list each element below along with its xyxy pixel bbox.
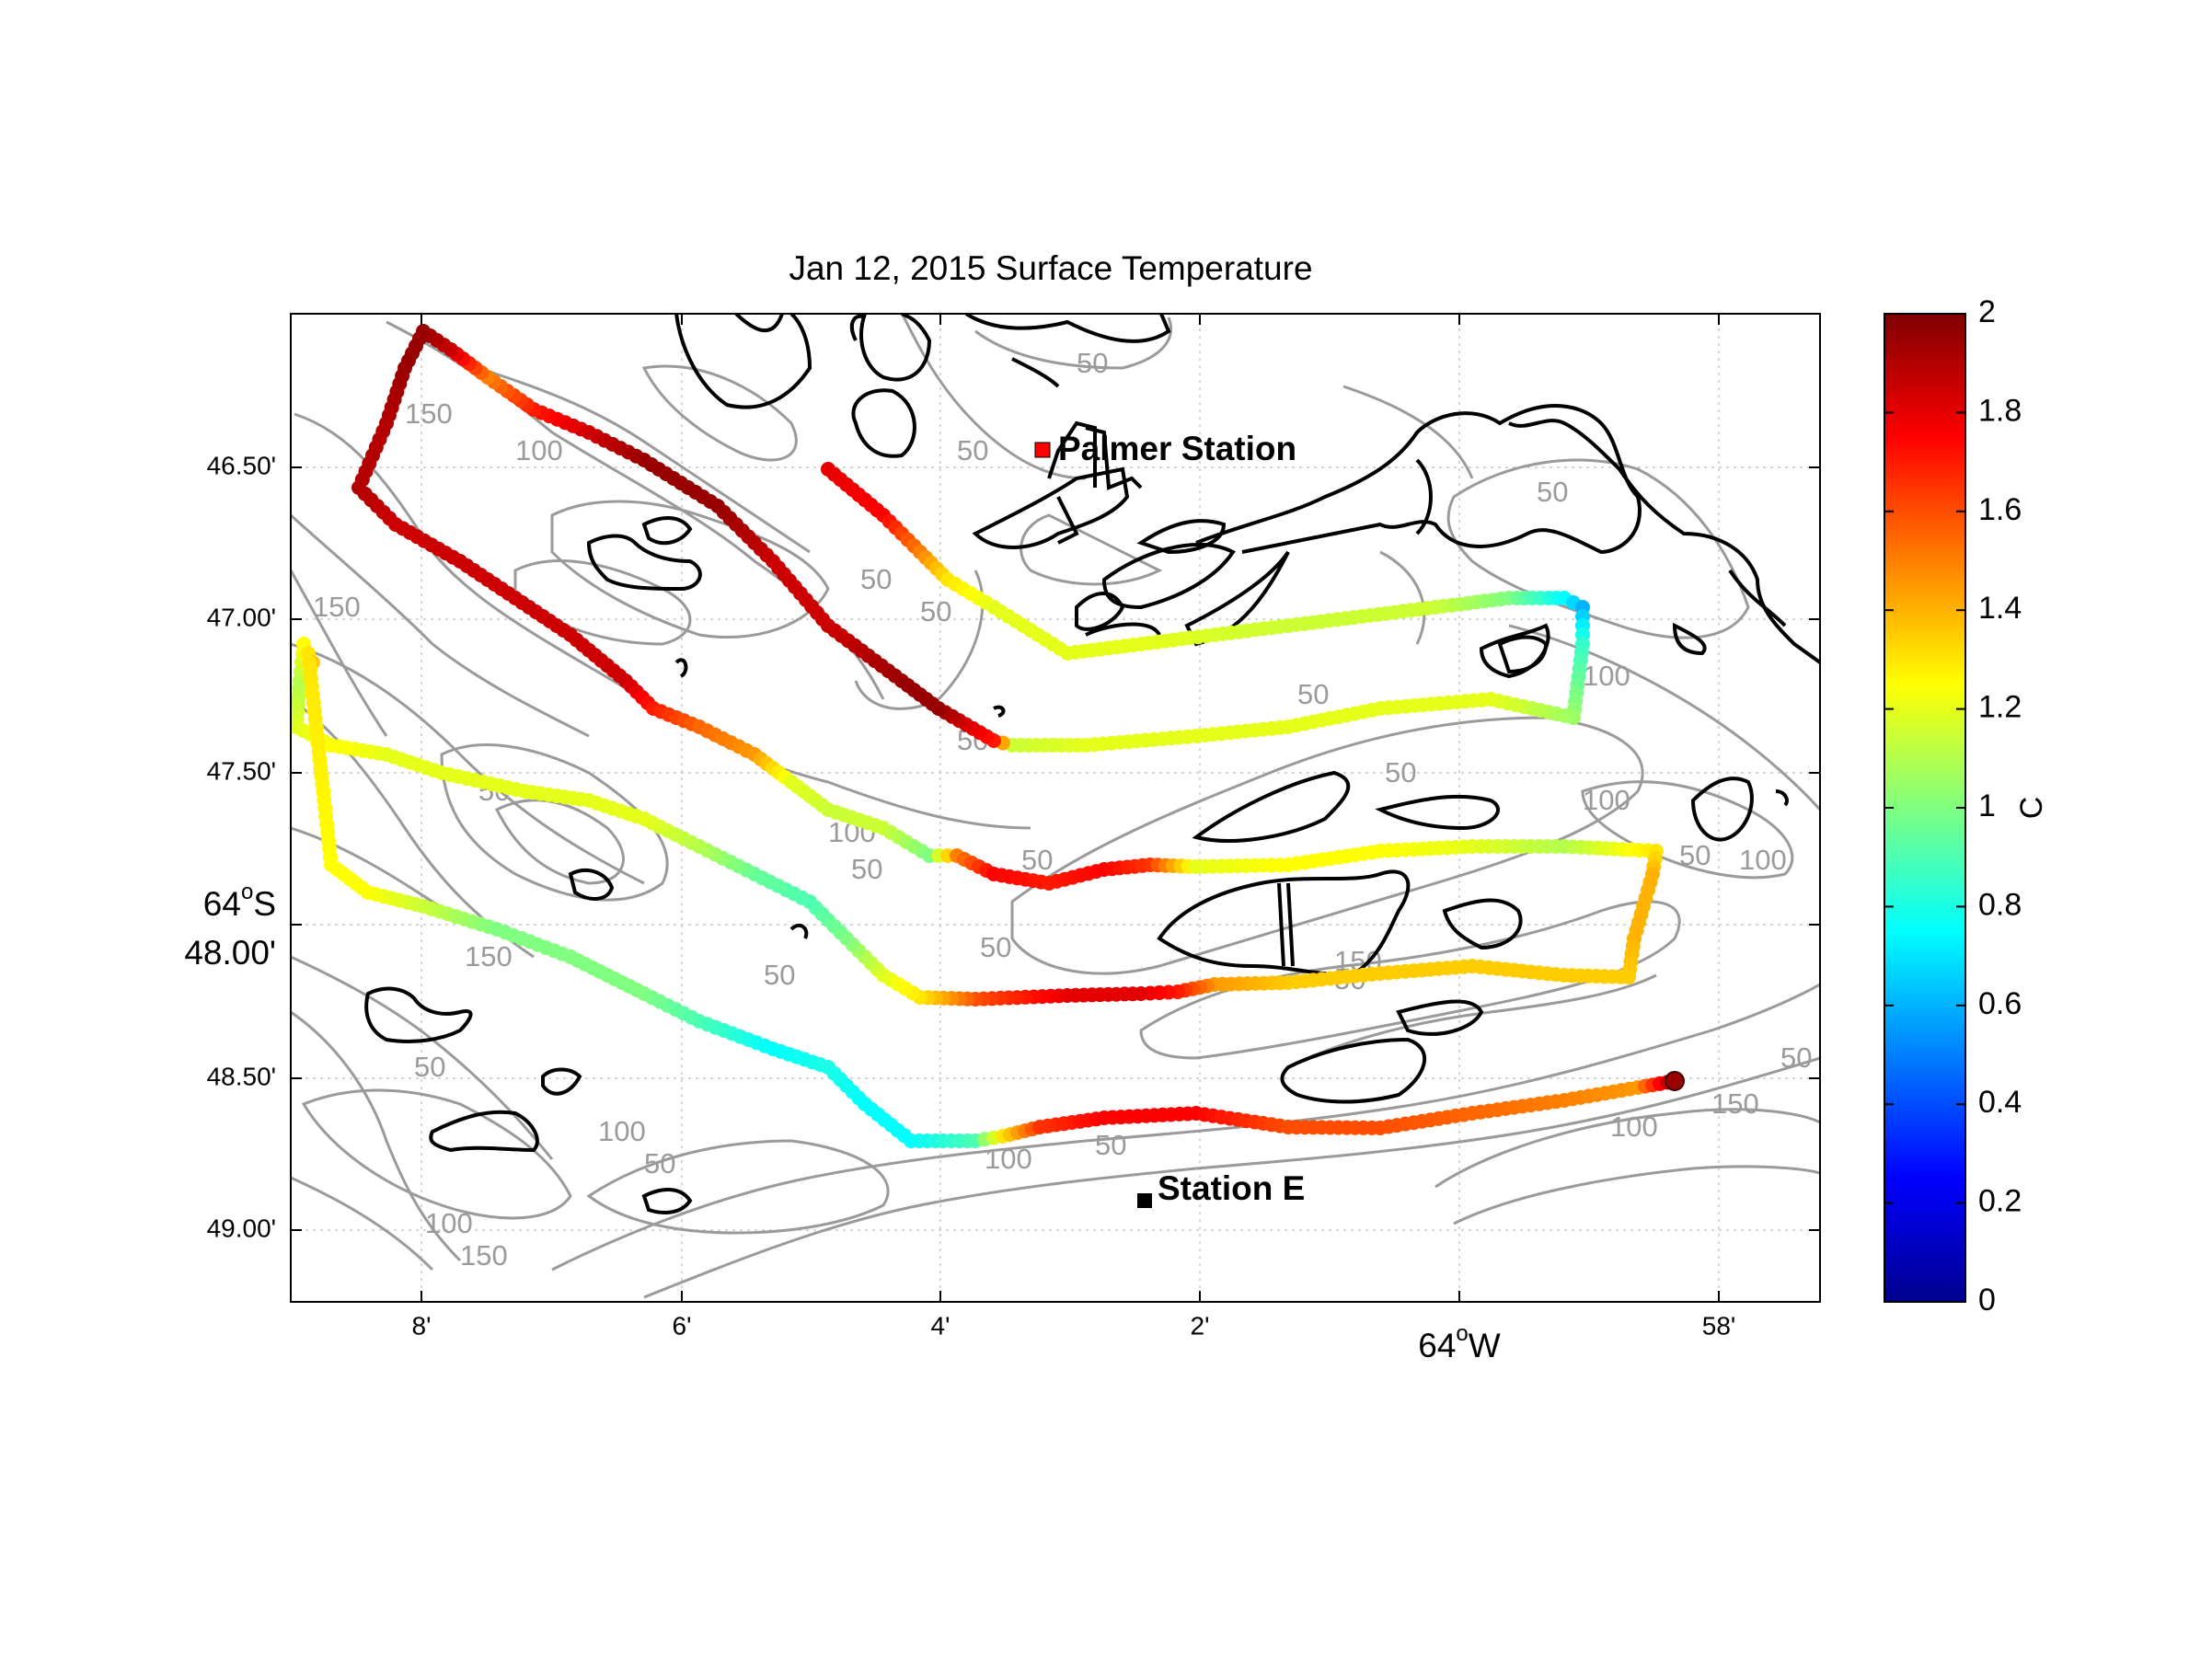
colorbar-gradient — [1884, 313, 1966, 1303]
station-e-label: Station E — [1158, 1169, 1305, 1207]
contour-label: 50 — [1780, 1041, 1812, 1074]
colorbar-tick-label: 0.8 — [1978, 887, 2022, 922]
colorbar-tick-label: 1 — [1978, 788, 1996, 823]
map-axes — [291, 314, 1820, 1302]
lon-tick-label: 6' — [673, 1311, 692, 1340]
axis-ticks — [291, 314, 1820, 1302]
contour-label: 50 — [851, 853, 882, 885]
track-end-point — [1665, 1071, 1685, 1091]
lat-tick-label: 47.50' — [207, 756, 276, 785]
contour-label: 100 — [1583, 784, 1630, 816]
contour-label: 50 — [1537, 476, 1568, 508]
contour-label: 150 — [313, 591, 361, 623]
contour-label: 50 — [764, 959, 795, 991]
map-title: Jan 12, 2015 Surface Temperature — [789, 249, 1312, 287]
lon-degree-number: 64 — [1418, 1327, 1456, 1364]
contour-label: 100 — [1610, 1110, 1658, 1143]
colorbar-tick-label: 1.4 — [1978, 591, 2022, 626]
contour-label: 50 — [1077, 347, 1108, 379]
colorbar-tick-label: 0.4 — [1978, 1085, 2022, 1120]
lat-degree-number: 64 — [203, 885, 241, 923]
map-axes-frame — [290, 313, 1821, 1303]
contour-label: 50 — [1095, 1129, 1126, 1161]
contour-label: 50 — [980, 931, 1011, 963]
colorbar: 0 0.2 0.4 0.6 0.8 1 1.2 1.4 1.6 1.8 2 C — [1884, 294, 2049, 1318]
longitude-labels: 8' 6' 4' 2' 58' 64oW — [412, 1311, 1736, 1364]
contour-label: 100 — [985, 1143, 1032, 1175]
contour-label: 50 — [1297, 678, 1329, 710]
lon-degree-label: 64oW — [1418, 1321, 1501, 1364]
palmer-station-label: Palmer Station — [1058, 430, 1296, 467]
contour-label: 100 — [598, 1115, 646, 1147]
contour-label: 50 — [644, 1147, 675, 1179]
contour-label: 100 — [425, 1207, 473, 1239]
contour-label: 100 — [1583, 660, 1630, 692]
colorbar-tick-label: 1.6 — [1978, 492, 2022, 527]
contour-label: 150 — [405, 397, 453, 430]
lat-degree-label: 64oS — [203, 880, 276, 922]
colorbar-tick-label: 1.2 — [1978, 690, 2022, 725]
lon-degree-symbol: o — [1456, 1321, 1468, 1346]
lon-tick-label: 2' — [1191, 1311, 1210, 1340]
contour-label: 50 — [920, 595, 951, 627]
colorbar-label: C — [2014, 797, 2049, 820]
colorbar-tick-label: 0.2 — [1978, 1184, 2022, 1219]
colorbar-ticks: 0 0.2 0.4 0.6 0.8 1 1.2 1.4 1.6 1.8 2 — [1884, 294, 2022, 1318]
colorbar-tick-label: 2 — [1978, 294, 1996, 329]
lon-degree-suffix: W — [1469, 1327, 1501, 1364]
lat-degree-symbol: o — [241, 880, 253, 904]
contour-label: 50 — [860, 563, 892, 595]
colorbar-tick-label: 0 — [1978, 1283, 1996, 1318]
contour-label: 100 — [515, 434, 563, 466]
map-grid — [291, 314, 1820, 1302]
lon-tick-label: 4' — [931, 1311, 950, 1340]
colorbar-tick-label: 1.8 — [1978, 393, 2022, 428]
palmer-station-marker — [1034, 442, 1051, 458]
latitude-labels: 46.50' 47.00' 47.50' 48.50' 49.00' 64oS … — [184, 451, 276, 1242]
contour-label: 100 — [1739, 844, 1787, 876]
temperature-track — [291, 324, 1685, 1148]
contour-label: 50 — [1679, 839, 1711, 871]
contour-label: 50 — [414, 1051, 445, 1083]
contour-label: 50 — [1385, 756, 1416, 788]
contour-label: 50 — [957, 434, 988, 466]
colorbar-tick-label: 0.6 — [1978, 986, 2022, 1021]
lat-tick-label: 48.50' — [207, 1062, 276, 1090]
lat-degree-suffix: S — [253, 885, 276, 923]
coastline — [364, 314, 1820, 1214]
contour-label: 150 — [460, 1239, 508, 1272]
station-e-marker — [1137, 1193, 1152, 1208]
contour-label: 50 — [1021, 844, 1053, 876]
lat-tick-label: 49.00' — [207, 1214, 276, 1242]
lat-tick-label: 46.50' — [207, 451, 276, 479]
contour-label: 150 — [1711, 1087, 1759, 1120]
lat-center-label: 48.00' — [184, 934, 276, 972]
contour-label: 150 — [465, 940, 513, 972]
lat-tick-label: 47.00' — [207, 603, 276, 631]
lon-tick-label: 58' — [1702, 1311, 1736, 1340]
lon-tick-label: 8' — [412, 1311, 432, 1340]
